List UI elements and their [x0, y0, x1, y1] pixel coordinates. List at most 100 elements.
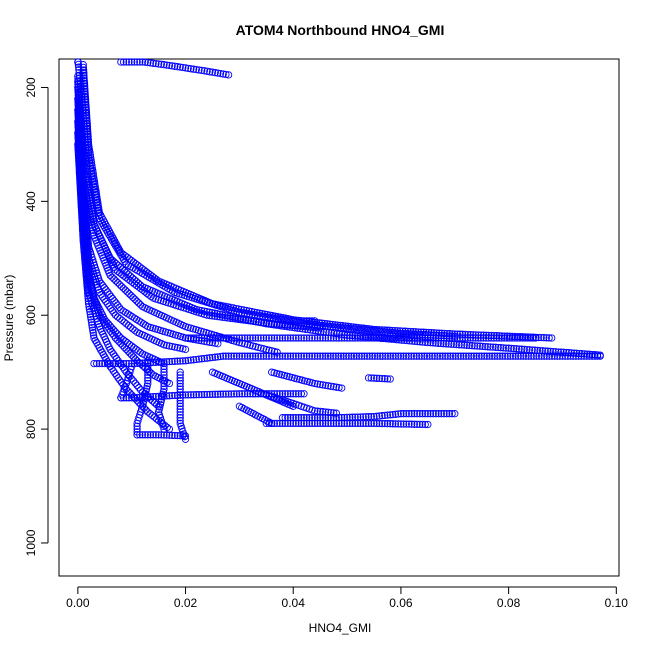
data-series [79, 61, 556, 342]
data-point [352, 352, 361, 360]
data-point [74, 83, 82, 91]
data-point [79, 229, 87, 238]
data-point [532, 333, 540, 342]
data-point [280, 315, 288, 324]
data-point [74, 72, 82, 80]
data-point [520, 345, 528, 354]
data-point [585, 352, 594, 360]
data-point [146, 431, 155, 439]
data-point [524, 334, 532, 342]
data-point [262, 319, 271, 327]
data-point [373, 334, 381, 342]
data-point [363, 326, 371, 334]
data-point [203, 390, 211, 399]
data-point [418, 410, 427, 418]
data-point [74, 86, 82, 94]
data-point [270, 334, 279, 342]
data-point [171, 343, 179, 351]
data-point [219, 352, 227, 360]
data-point [254, 352, 262, 360]
data-point [370, 374, 378, 382]
data-point [329, 383, 338, 391]
data-point [542, 334, 551, 342]
data-point [86, 159, 94, 168]
data-point [544, 347, 552, 355]
data-point [292, 322, 300, 330]
data-point [392, 352, 400, 360]
data-point [106, 359, 114, 368]
data-point [294, 414, 303, 422]
data-point [487, 334, 495, 342]
data-point [362, 413, 370, 421]
data-point [133, 422, 141, 430]
data-point [206, 354, 214, 362]
data-point [460, 341, 468, 349]
data-point [327, 334, 335, 342]
data-point [518, 345, 526, 353]
data-point [593, 352, 602, 360]
data-point [549, 347, 557, 356]
data-point [300, 419, 308, 428]
data-point [181, 64, 190, 72]
data-point [471, 334, 480, 342]
data-point [399, 334, 408, 342]
data-point [270, 352, 279, 360]
data-point [509, 352, 517, 360]
data-point [157, 392, 165, 400]
data-point [149, 358, 157, 367]
data-point [89, 178, 97, 186]
data-point [239, 316, 247, 324]
data-point [189, 356, 198, 364]
data-point [103, 359, 112, 368]
data-point [74, 129, 82, 137]
data-point [522, 352, 530, 360]
data-point [168, 391, 176, 400]
data-point [222, 352, 230, 360]
data-point [329, 409, 338, 417]
data-point [449, 352, 457, 360]
data-point [168, 342, 176, 351]
data-point [324, 322, 332, 330]
data-point [82, 268, 90, 277]
data-point [74, 131, 82, 140]
data-point [74, 120, 82, 128]
data-point [503, 334, 511, 342]
data-point [273, 334, 281, 342]
data-point [79, 69, 88, 77]
data-point [418, 420, 427, 429]
data-point [179, 357, 187, 365]
data-point [324, 382, 332, 390]
data-point [337, 323, 345, 332]
data-point [84, 294, 92, 303]
data-point [428, 352, 436, 360]
data-point [335, 383, 343, 392]
data-point [230, 390, 238, 398]
data-point [477, 334, 485, 342]
data-point [79, 237, 87, 245]
data-point [378, 334, 386, 342]
data-point [321, 322, 330, 330]
data-point [176, 344, 184, 352]
data-point [144, 357, 152, 365]
data-point [343, 334, 351, 342]
data-point [189, 391, 198, 399]
data-point [429, 410, 437, 418]
data-point [74, 117, 82, 126]
data-point [552, 348, 560, 356]
data-point [423, 352, 431, 360]
data-point [308, 419, 316, 428]
data-point [160, 368, 168, 376]
data-point [308, 352, 316, 360]
data-point [78, 219, 86, 227]
data-point [189, 65, 198, 73]
data-point [303, 322, 311, 331]
data-point [176, 374, 184, 382]
data-point [338, 413, 346, 422]
data-point [152, 59, 160, 68]
data-point [88, 321, 96, 329]
data-point [316, 352, 324, 360]
data-point [281, 321, 289, 329]
data-point [421, 420, 429, 429]
data-point [444, 352, 452, 360]
data-point [125, 394, 133, 402]
